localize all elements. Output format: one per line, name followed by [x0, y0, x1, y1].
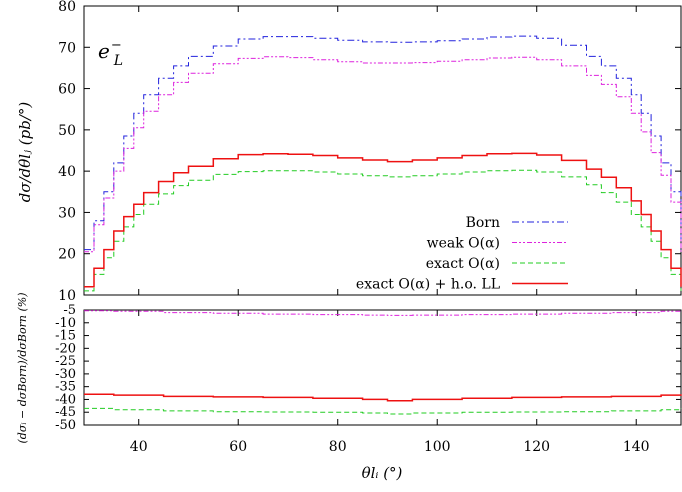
main-series-line: [84, 152, 682, 288]
main-plot-frame: [83, 5, 682, 296]
main-y-tick-label: 50: [58, 123, 76, 139]
ratio-y-tick-label: -50: [55, 418, 76, 433]
main-y-tick-label: 30: [58, 205, 76, 221]
main-panel: 10 20 30 40 50 60 70 80 e− L dσ/dθlⱼ (pb/°) Born…: [16, 0, 682, 304]
main-series-line: [84, 169, 682, 292]
main-y-tick-label: 70: [58, 40, 76, 56]
ratio-y-tick-label: -10: [55, 316, 76, 331]
ratio-series-group: [84, 310, 682, 415]
main-y-tick-label: 20: [58, 247, 76, 263]
main-y-tick-label: 80: [58, 0, 76, 15]
x-tick-label: 40: [130, 439, 148, 455]
legend: Born weak O(α) exact O(α) exact O(α) + h.o.…: [356, 215, 568, 293]
main-series-line: [84, 56, 682, 253]
main-series-group: [84, 35, 682, 292]
main-y-axis-label: dσ/dθlⱼ (pb/°): [16, 102, 34, 203]
legend-label: exact O(α) + h.o. LL: [356, 277, 500, 293]
ratio-y-tick-label: -20: [55, 341, 76, 356]
x-tick-label: 60: [229, 439, 247, 455]
ratio-x-ticks: 40 60 80 100 120 140: [130, 310, 650, 455]
ratio-y-ticks: -5-10-15-20-25-30-35-40-45-50: [55, 303, 681, 433]
ratio-series-line: [84, 310, 682, 316]
ratio-y-axis-label: (dσᵢ − dσBorn)/dσBorn (%): [16, 293, 29, 444]
ratio-y-tick-label: -30: [55, 367, 76, 382]
ratio-y-tick-label: -15: [55, 329, 76, 344]
legend-label: weak O(α): [427, 236, 500, 252]
main-y-tick-label: 10: [58, 288, 76, 304]
main-series-line: [84, 35, 682, 251]
x-tick-label: 80: [329, 439, 347, 455]
ratio-plot-frame: [83, 309, 682, 426]
ratio-panel: -5-10-15-20-25-30-35-40-45-50 40 60 80 100 1…: [16, 293, 682, 482]
x-tick-label: 100: [424, 439, 451, 455]
ratio-y-tick-label: -35: [55, 380, 76, 395]
ratio-series-line: [84, 393, 682, 402]
legend-label: Born: [466, 215, 500, 231]
x-tick-label: 140: [623, 439, 650, 455]
main-y-tick-label: 60: [58, 82, 76, 98]
x-tick-label: 120: [523, 439, 550, 455]
x-axis-label: θlᵢ (°): [362, 464, 403, 482]
main-x-ticks: [138, 6, 637, 295]
main-y-tick-label: 40: [58, 164, 76, 180]
ratio-y-tick-label: -45: [55, 405, 76, 420]
legend-label: exact O(α): [426, 256, 500, 272]
ratio-y-tick-label: -25: [55, 354, 76, 369]
main-y-ticks: 10 20 30 40 50 60 70 80: [58, 0, 681, 304]
ratio-y-tick-label: -40: [55, 392, 76, 407]
main-annotation: e− L: [98, 38, 123, 69]
ratio-series-line: [84, 407, 682, 415]
ratio-y-tick-label: -5: [63, 303, 76, 318]
